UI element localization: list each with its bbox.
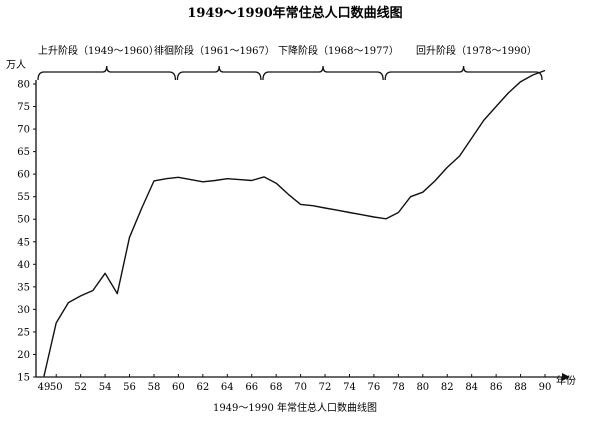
x-tick-label: 62	[196, 382, 209, 393]
phase-bracket	[37, 65, 177, 81]
x-tick-label: 60	[172, 382, 185, 393]
y-tick-label: 60	[17, 170, 30, 181]
y-axis-label: 万人	[6, 59, 26, 71]
x-tick-label: 54	[99, 382, 112, 393]
x-tick-label: 58	[148, 382, 161, 393]
chart-caption: 1949～1990 年常住总人口数曲线图	[213, 401, 377, 414]
phase-bracket	[262, 65, 384, 81]
phase-label: 上升阶段（1949～1960）	[38, 44, 159, 57]
phase-label: 徘徊阶段（1961～1967）	[154, 44, 275, 57]
x-ticks: 49 50 52 54 56 58 60 62 64 66 68 70 72 74 76 78 80 82 84 86…	[38, 374, 552, 393]
y-tick-label: 70	[17, 125, 30, 136]
x-axis-arrow	[562, 373, 570, 381]
y-tick-label: 25	[17, 327, 30, 338]
chart-title: 1949～1990年常住总人口数曲线图	[187, 5, 402, 21]
y-tick-label: 75	[17, 102, 30, 113]
y-tick-label: 80	[17, 80, 30, 91]
x-tick-label: 64	[221, 382, 234, 393]
x-tick-label: 82	[441, 382, 454, 393]
x-tick-label: 86	[490, 382, 503, 393]
x-tick-label: 70	[294, 382, 307, 393]
x-tick-label: 49	[38, 382, 51, 393]
x-tick-label: 90	[539, 382, 552, 393]
x-tick-label: 72	[319, 382, 332, 393]
phase-label: 回升阶段（1978～1990）	[416, 44, 537, 57]
x-tick-label: 88	[514, 382, 527, 393]
y-tick-label: 30	[17, 305, 30, 316]
phase-bracket	[384, 65, 543, 81]
y-ticks: 15 20 25 30 35 40 45 50 55 60 65 70 75 80	[17, 80, 36, 384]
x-tick-label: 52	[74, 382, 87, 393]
x-tick-label: 56	[123, 382, 136, 393]
phase-label: 下降阶段（1968～1977）	[278, 44, 399, 57]
x-tick-label: 78	[392, 382, 405, 393]
y-tick-label: 20	[17, 350, 30, 361]
y-tick-label: 35	[17, 282, 30, 293]
x-tick-label: 74	[343, 382, 356, 393]
y-tick-label: 65	[17, 147, 30, 158]
x-tick-label: 76	[368, 382, 381, 393]
x-tick-label: 68	[270, 382, 283, 393]
phase-bracket	[176, 65, 262, 81]
series-line	[43, 69, 546, 377]
y-tick-label: 15	[17, 373, 30, 384]
y-tick-label: 45	[17, 237, 30, 248]
x-tick-label: 66	[245, 382, 258, 393]
y-tick-label: 50	[17, 215, 30, 226]
x-tick-label: 80	[416, 382, 429, 393]
x-tick-label: 50	[50, 382, 63, 393]
phase-brackets: 上升阶段（1949～1960）徘徊阶段（1961～1967） 下降阶段（1968～…	[37, 44, 543, 81]
y-tick-label: 40	[17, 260, 30, 271]
y-tick-label: 55	[17, 192, 30, 203]
x-tick-label: 84	[465, 382, 478, 393]
